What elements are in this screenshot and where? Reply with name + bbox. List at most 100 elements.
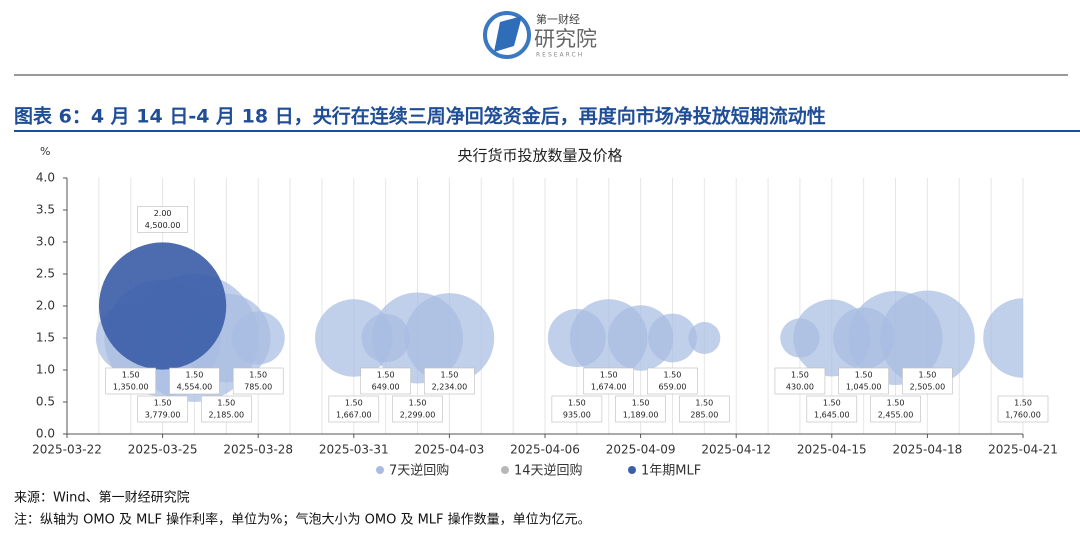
size-label: 649.00 [372, 383, 400, 392]
logo-ring [483, 11, 531, 59]
label-box [328, 395, 380, 423]
size-label: 935.00 [563, 411, 591, 420]
bubble [404, 293, 495, 383]
size-label: 1,045.00 [846, 383, 882, 392]
label-box [551, 395, 603, 423]
size-label: 785.00 [244, 383, 272, 392]
x-tick-label: 2025-03-28 [223, 443, 293, 457]
value-label: 1.50 [217, 399, 235, 408]
size-label: 285.00 [690, 411, 718, 420]
size-label: 1,667.00 [336, 411, 372, 420]
bubble [98, 242, 227, 370]
logo-sub: RESEARCH [536, 52, 584, 59]
label-box [105, 367, 157, 395]
y-tick-label: 1.0 [36, 363, 55, 377]
logo: 第一财经 研究院 RESEARCH [483, 11, 597, 59]
value-label: 1.50 [918, 371, 936, 380]
value-label: 1.50 [186, 371, 204, 380]
label-box [424, 367, 475, 395]
label-box [806, 395, 858, 423]
size-label: 1,674.00 [591, 383, 627, 392]
value-label: 1.50 [440, 371, 458, 380]
label-box [774, 367, 826, 395]
plot: 0.0 0.5 1.0 1.5 2.0 2.5 3.0 3.5 4.0 2025-03-22 202… [32, 171, 1058, 457]
value-label: 1.50 [791, 371, 809, 380]
value-label: 1.50 [887, 399, 905, 408]
label-box [902, 367, 953, 395]
value-label: 1.50 [695, 399, 713, 408]
label-box [232, 367, 284, 395]
y-tick-label: 3.0 [36, 235, 55, 249]
label-box [870, 395, 921, 423]
size-label: 1,760.00 [1005, 411, 1041, 420]
x-tick-label: 2025-04-06 [510, 443, 580, 457]
data-labels: 1.50 1,350.00 1.50 3,779.00 1.50 4,554.00 1.50… [105, 206, 1049, 423]
note: 注：纵轴为 OMO 及 MLF 操作利率，单位为%；气泡大小为 OMO 及 ML… [14, 512, 591, 528]
label-box [137, 395, 188, 423]
x-tick-label: 2025-04-03 [415, 443, 485, 457]
size-label: 4,554.00 [177, 383, 213, 392]
bubble [648, 313, 697, 363]
logo-main: 研究院 [534, 27, 597, 51]
label-box [997, 395, 1049, 423]
size-label: 2,299.00 [400, 411, 436, 420]
value-label: 1.50 [823, 399, 841, 408]
x-tick-label: 2025-04-15 [797, 443, 867, 457]
label-box [583, 367, 635, 395]
size-label: 1,350.00 [113, 383, 149, 392]
size-label: 2,505.00 [910, 383, 946, 392]
value-label: 1.50 [1014, 399, 1032, 408]
legend-label: 7天逆回购 [389, 463, 449, 479]
value-label: 1.50 [122, 371, 140, 380]
size-label: 659.00 [658, 383, 686, 392]
size-label: 2,185.00 [209, 411, 245, 420]
y-tick-label: 4.0 [36, 171, 55, 185]
value-label: 2.00 [154, 209, 172, 218]
size-label: 430.00 [786, 383, 814, 392]
value-label: 1.50 [154, 399, 172, 408]
value-label: 1.50 [664, 371, 682, 380]
y-tick-label: 3.5 [36, 203, 55, 217]
value-label: 1.50 [855, 371, 873, 380]
y-tick-label: 2.5 [36, 267, 55, 281]
x-tick-label: 2025-04-18 [893, 443, 963, 457]
size-label: 1,189.00 [623, 411, 659, 420]
label-box [360, 367, 411, 395]
figure-title: 图表 6：4 月 14 日-4 月 18 日，央行在连续三周净回笼资金后，再度向… [14, 105, 826, 128]
legend-label: 1年期MLF [641, 464, 701, 479]
y-tick-label: 1.5 [36, 331, 55, 345]
value-label: 1.50 [345, 399, 363, 408]
label-box [169, 367, 220, 395]
legend-marker [628, 466, 636, 474]
bubble [983, 298, 1023, 378]
legend-label: 14天逆回购 [514, 463, 583, 479]
y-tick-label: 0.5 [36, 395, 55, 409]
value-label: 1.50 [377, 371, 395, 380]
x-tick-label: 2025-03-22 [32, 443, 102, 457]
x-tick-label: 2025-04-21 [988, 443, 1058, 457]
chart-title: 央行货币投放数量及价格 [457, 147, 622, 165]
legend-marker [376, 466, 384, 474]
y-unit: % [40, 145, 50, 158]
value-label: 1.50 [600, 371, 618, 380]
value-label: 1.50 [632, 399, 650, 408]
bubble [688, 321, 721, 355]
x-tick-label: 2025-04-09 [606, 443, 676, 457]
bubble [231, 311, 285, 365]
bubbles [95, 242, 1023, 402]
x-tick-label: 2025-03-25 [128, 443, 198, 457]
x-tick-label: 2025-03-31 [319, 443, 389, 457]
label-box [201, 395, 252, 423]
y-tick-label: 0.0 [36, 427, 55, 441]
label-box [137, 206, 188, 233]
y-tick-label: 2.0 [36, 299, 55, 313]
size-label: 1,645.00 [814, 411, 850, 420]
legend-marker [501, 466, 509, 474]
size-label: 3,779.00 [145, 411, 181, 420]
bubble [879, 290, 975, 386]
size-label: 4,500.00 [145, 221, 181, 230]
size-label: 2,455.00 [878, 411, 914, 420]
label-box [392, 395, 443, 423]
label-box [615, 395, 666, 423]
